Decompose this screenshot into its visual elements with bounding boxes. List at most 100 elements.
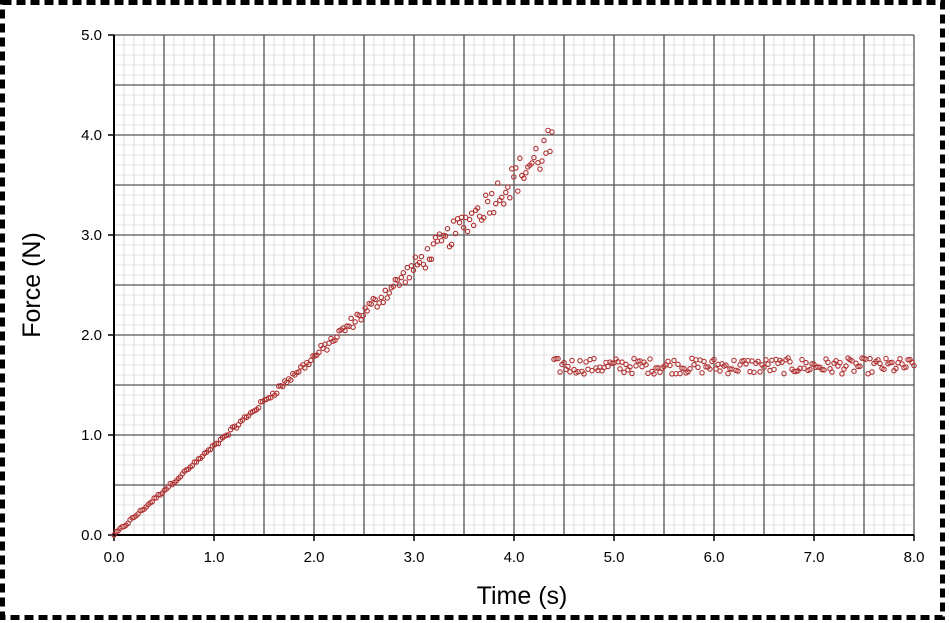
data-point bbox=[893, 365, 899, 372]
data-point bbox=[765, 361, 771, 367]
data-point bbox=[677, 370, 683, 377]
y-tick-label: 5.0 bbox=[81, 27, 102, 44]
data-point bbox=[703, 364, 709, 370]
data-point bbox=[490, 209, 497, 216]
data-point bbox=[394, 277, 401, 283]
data-point bbox=[350, 324, 356, 331]
data-point bbox=[213, 440, 220, 447]
data-point bbox=[456, 219, 463, 226]
data-point bbox=[529, 160, 535, 166]
data-point bbox=[215, 440, 222, 447]
data-point bbox=[869, 369, 875, 375]
data-point bbox=[889, 359, 895, 366]
data-point bbox=[334, 334, 340, 340]
data-point bbox=[384, 295, 390, 301]
data-point bbox=[695, 364, 701, 371]
data-point bbox=[903, 364, 909, 370]
data-point bbox=[466, 216, 473, 223]
data-point bbox=[667, 362, 673, 369]
data-point bbox=[408, 263, 415, 269]
data-point bbox=[843, 363, 849, 369]
y-tick-label: 4.0 bbox=[81, 127, 102, 144]
data-point bbox=[911, 362, 917, 369]
data-point bbox=[771, 366, 777, 373]
data-point bbox=[647, 356, 653, 362]
data-point bbox=[521, 175, 527, 182]
data-point bbox=[426, 256, 433, 262]
data-point bbox=[825, 359, 831, 366]
data-point bbox=[507, 194, 513, 201]
data-point bbox=[699, 370, 705, 376]
data-point bbox=[731, 357, 737, 364]
data-point bbox=[549, 129, 555, 135]
data-point bbox=[787, 359, 793, 365]
data-point bbox=[635, 358, 641, 364]
data-point bbox=[577, 357, 583, 364]
data-point bbox=[402, 279, 409, 285]
data-point bbox=[761, 364, 767, 371]
data-point bbox=[553, 355, 559, 362]
data-point bbox=[255, 404, 262, 411]
data-point bbox=[881, 366, 887, 373]
data-point bbox=[839, 371, 845, 377]
data-point bbox=[707, 366, 713, 372]
data-point bbox=[755, 358, 761, 365]
data-point bbox=[265, 395, 272, 401]
data-point bbox=[763, 357, 769, 363]
data-point bbox=[867, 355, 873, 362]
data-point bbox=[296, 369, 302, 375]
data-point bbox=[665, 358, 671, 365]
x-tick-label: 7.0 bbox=[804, 549, 825, 566]
data-point bbox=[344, 323, 350, 329]
data-point bbox=[428, 256, 435, 263]
data-point bbox=[537, 166, 543, 172]
data-point bbox=[470, 222, 477, 229]
data-point bbox=[851, 368, 857, 374]
data-point bbox=[619, 359, 625, 365]
data-point bbox=[225, 432, 232, 438]
data-point bbox=[561, 359, 567, 366]
data-point bbox=[324, 347, 330, 353]
data-point bbox=[681, 365, 687, 372]
data-point bbox=[701, 358, 707, 365]
data-point bbox=[360, 312, 366, 319]
data-point bbox=[406, 275, 413, 281]
data-point bbox=[877, 360, 883, 367]
data-point bbox=[464, 228, 471, 235]
data-point bbox=[725, 370, 731, 377]
data-point bbox=[151, 495, 157, 501]
data-point bbox=[308, 357, 314, 364]
data-point bbox=[468, 210, 475, 216]
data-point bbox=[653, 365, 659, 371]
data-point bbox=[589, 367, 595, 374]
data-point bbox=[727, 366, 733, 372]
data-point bbox=[424, 245, 431, 252]
data-point bbox=[807, 366, 813, 373]
data-point bbox=[390, 283, 397, 290]
data-point bbox=[364, 308, 370, 314]
data-point bbox=[621, 369, 627, 376]
data-point bbox=[460, 224, 467, 231]
data-point bbox=[273, 390, 280, 397]
data-point bbox=[829, 369, 835, 375]
data-point bbox=[779, 359, 785, 365]
data-point bbox=[492, 200, 499, 207]
data-point bbox=[711, 356, 717, 363]
data-point bbox=[495, 180, 501, 186]
data-point bbox=[883, 355, 889, 362]
data-point bbox=[396, 282, 403, 288]
data-point bbox=[855, 363, 861, 370]
data-point bbox=[462, 214, 469, 221]
data-point bbox=[605, 363, 611, 370]
data-point bbox=[633, 363, 639, 369]
x-tick-label: 5.0 bbox=[604, 549, 625, 566]
data-point bbox=[342, 327, 348, 334]
data-point bbox=[372, 296, 378, 303]
data-point bbox=[623, 361, 629, 368]
data-point bbox=[905, 356, 911, 363]
data-point bbox=[368, 301, 374, 307]
x-tick-label: 0.0 bbox=[104, 549, 125, 566]
data-point bbox=[581, 371, 587, 377]
data-point bbox=[671, 357, 677, 364]
